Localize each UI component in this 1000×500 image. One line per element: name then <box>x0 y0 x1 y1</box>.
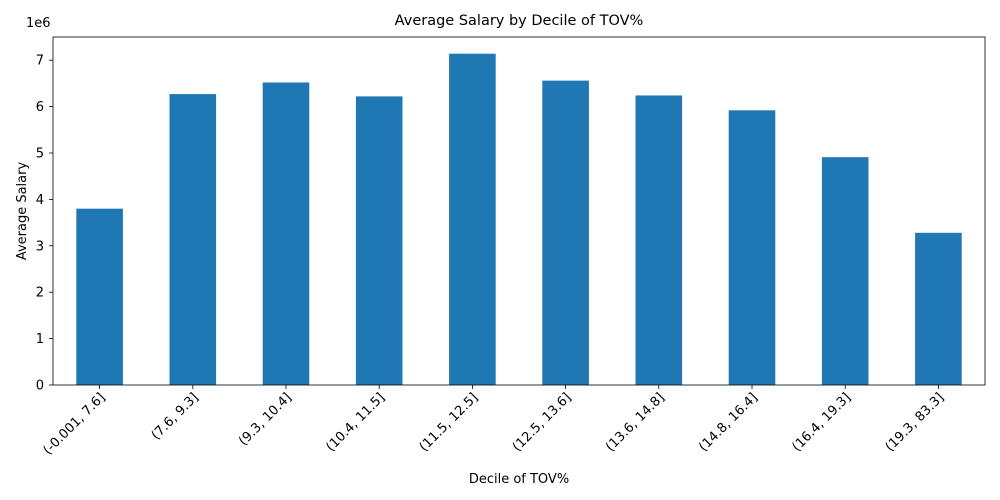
bar <box>262 82 310 386</box>
y-tick-label: 0 <box>36 379 44 394</box>
x-tick-label: (12.5, 13.6] <box>510 390 575 455</box>
x-tick-label: (9.3, 10.4] <box>236 390 295 449</box>
x-tick-label: (7.6, 9.3] <box>149 390 202 443</box>
bar <box>728 110 776 385</box>
y-offset-label: 1e6 <box>26 16 51 31</box>
y-tick-label: 5 <box>36 147 44 162</box>
y-tick-label: 1 <box>36 332 44 347</box>
x-tick-label: (14.8, 16.4] <box>696 390 761 455</box>
x-axis-title: Decile of TOV% <box>469 472 569 487</box>
x-axis: (-0.001, 7.6] (7.6, 9.3] (9.3, 10.4] (10.4,… <box>41 385 948 458</box>
y-tick-label: 6 <box>36 100 44 115</box>
bars-group <box>76 53 962 386</box>
y-tick-label: 2 <box>36 286 44 301</box>
x-tick-label: (10.4, 11.5] <box>323 390 388 455</box>
bar <box>449 53 496 385</box>
bar <box>635 95 683 386</box>
x-tick-label: (-0.001, 7.6] <box>41 390 109 458</box>
bar <box>169 94 217 386</box>
plot-frame <box>52 36 986 386</box>
bar <box>355 96 403 385</box>
x-tick-label: (16.4, 19.3] <box>789 390 854 455</box>
bar <box>542 80 589 385</box>
x-tick-label: (13.6, 14.8] <box>603 390 668 455</box>
x-tick-label: (19.3, 83.3] <box>883 390 948 455</box>
chart-title: Average Salary by Decile of TOV% <box>395 13 644 29</box>
x-tick-label: (11.5, 12.5] <box>417 390 482 455</box>
bar <box>76 208 123 385</box>
y-tick-label: 3 <box>36 239 44 254</box>
y-tick-label: 7 <box>36 54 44 69</box>
y-axis-title: Average Salary <box>15 162 30 261</box>
y-tick-label: 4 <box>36 193 44 208</box>
bar <box>821 157 869 385</box>
y-axis: 0 1 2 3 4 5 6 7 <box>36 54 53 394</box>
bar <box>915 232 962 385</box>
